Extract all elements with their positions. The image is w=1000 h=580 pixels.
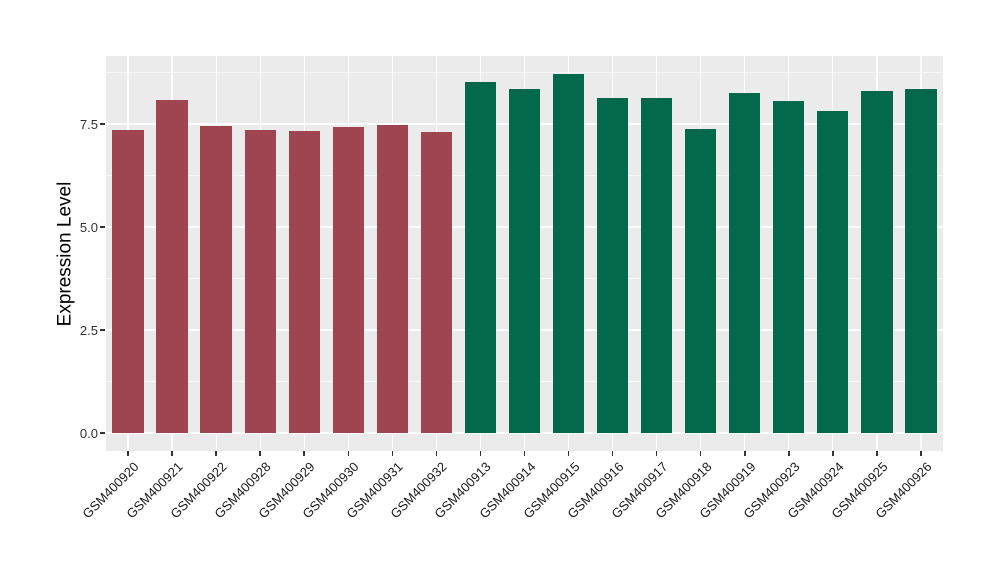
y-tick-label: 7.5 [79, 116, 98, 132]
y-tick-label: 0.0 [79, 425, 98, 441]
x-tick-mark [699, 451, 702, 456]
bar-GSM400914 [508, 88, 541, 433]
bar-GSM400920 [112, 130, 144, 433]
bar-GSM400916 [596, 98, 629, 433]
x-tick-mark [655, 451, 658, 456]
x-tick-mark [788, 451, 790, 456]
bar-GSM400923 [773, 100, 805, 433]
x-tick-mark [832, 451, 834, 456]
plot-panel [106, 56, 943, 451]
bar-GSM400922 [200, 126, 232, 433]
bar-GSM400918 [685, 128, 717, 433]
x-tick-mark [435, 451, 438, 456]
y-tick-mark [100, 226, 105, 228]
bar-GSM400930 [332, 127, 364, 433]
x-tick-mark [259, 451, 261, 456]
x-tick-mark [567, 451, 570, 456]
x-tick-mark [523, 451, 526, 456]
x-tick-mark [479, 451, 482, 456]
bar-GSM400928 [244, 129, 276, 433]
x-tick-mark [215, 451, 217, 456]
y-tick-mark [100, 432, 105, 434]
x-tick-mark [171, 451, 173, 456]
bar-GSM400931 [376, 125, 408, 433]
bar-GSM400926 [905, 88, 937, 433]
bar-GSM400919 [729, 93, 761, 433]
bar-GSM400929 [288, 130, 320, 433]
y-tick-label: 2.5 [79, 322, 98, 338]
bar-GSM400925 [861, 91, 893, 433]
x-tick-mark [391, 451, 394, 456]
x-tick-mark [303, 451, 305, 456]
x-tick-mark [611, 451, 614, 456]
y-tick-mark [100, 123, 105, 125]
bar-GSM400917 [641, 98, 673, 433]
x-tick-mark [347, 451, 350, 456]
x-tick-mark [127, 451, 129, 456]
bar-GSM400921 [156, 99, 188, 433]
bar-GSM400915 [552, 74, 585, 433]
bar-GSM400924 [817, 110, 849, 433]
x-tick-mark [744, 451, 746, 456]
x-tick-mark [920, 451, 922, 456]
bar-GSM400932 [420, 132, 453, 433]
bar-GSM400913 [464, 82, 497, 433]
x-tick-mark [876, 451, 878, 456]
y-tick-mark [100, 329, 105, 331]
y-tick-label: 5.0 [79, 219, 98, 235]
